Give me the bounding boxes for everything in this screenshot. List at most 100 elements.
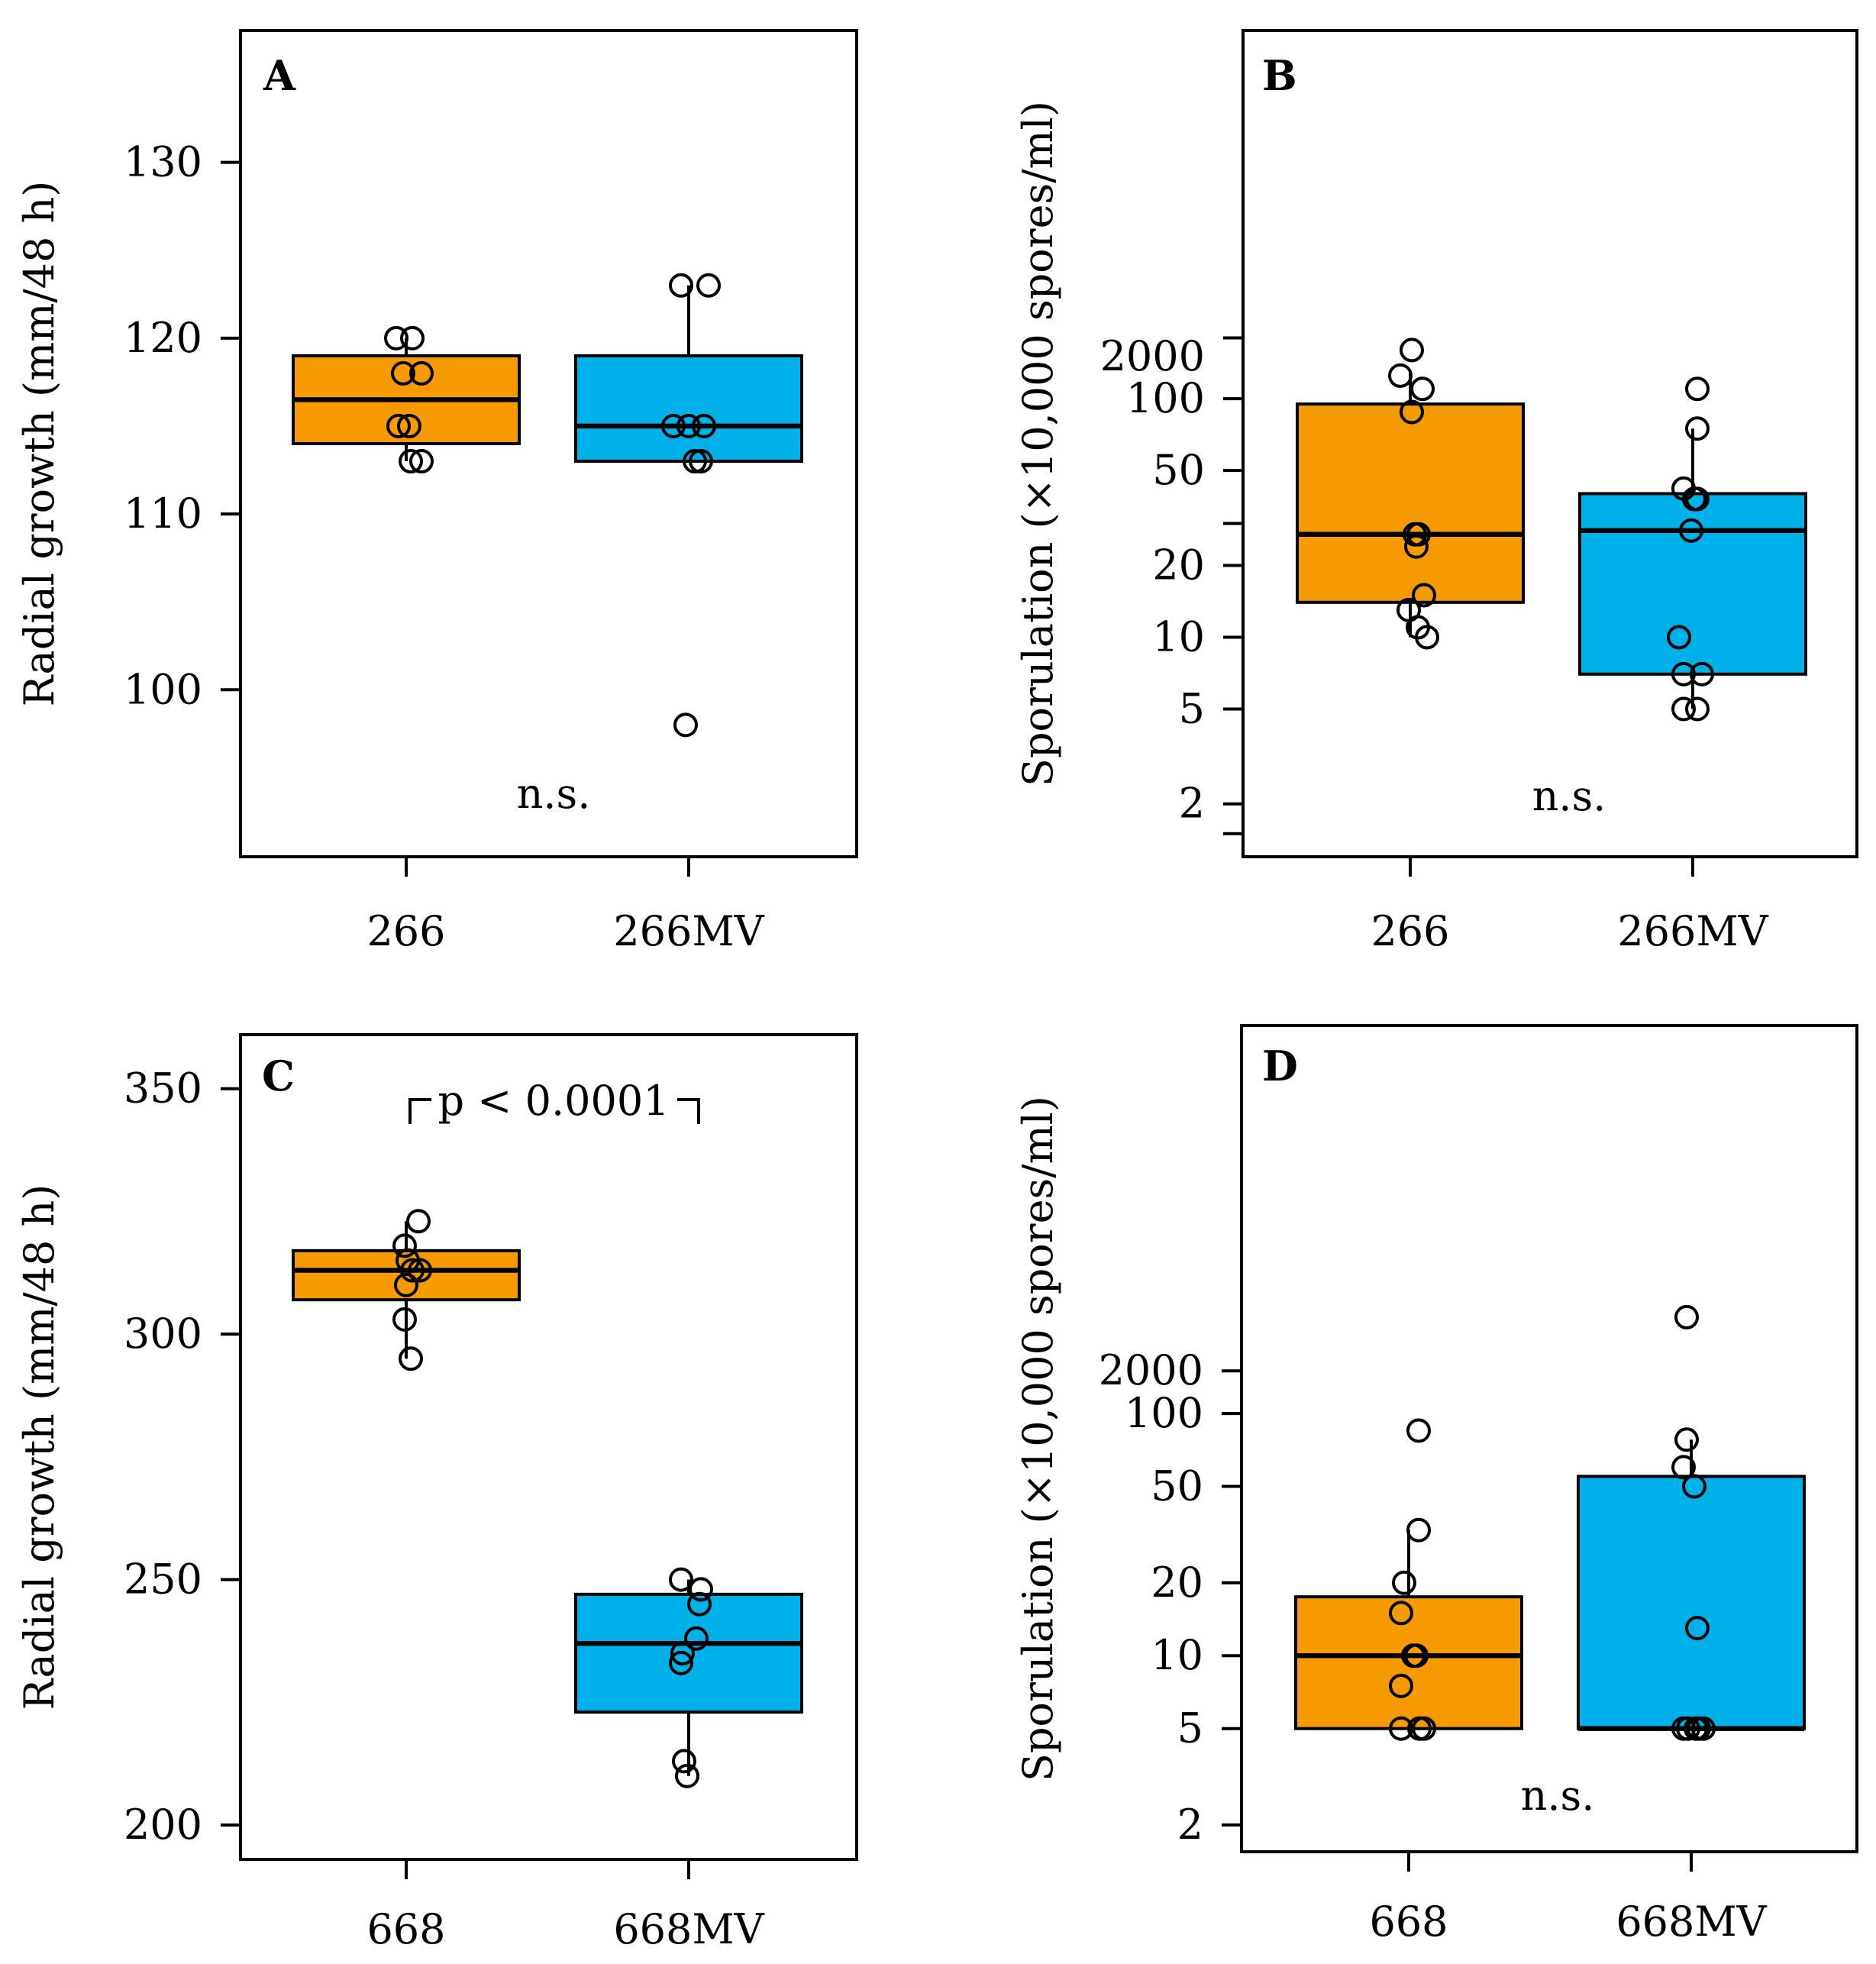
panel-b-y-axis-title: Sporulation (×10,000 spores/ml) xyxy=(1014,101,1062,787)
panel-a-group-0-point-4 xyxy=(386,413,411,438)
panel-a-group-0-point-3 xyxy=(409,360,434,386)
panel-d-group-1-point-0 xyxy=(1674,1304,1699,1329)
panel-d-group-0-point-9 xyxy=(1412,1716,1436,1741)
panel-d-group-1-point-4 xyxy=(1685,1616,1710,1641)
panel-a-frame xyxy=(239,29,858,858)
panel-a-group-0-point-1 xyxy=(400,325,425,350)
panel-d-y-axis-title: Sporulation (×10,000 spores/ml) xyxy=(1014,1096,1062,1781)
panel-b-group-0-point-2 xyxy=(1410,376,1435,402)
panel-c-group-1-point-5 xyxy=(669,1650,693,1675)
panel-d-group-1-point-9 xyxy=(1691,1716,1716,1741)
panel-a-ytick-label-3: 130 xyxy=(124,138,202,186)
panel-c-group-1-point-0 xyxy=(669,1567,693,1592)
panel-a-y-axis-title: Radial growth (mm/48 h) xyxy=(15,181,63,707)
panel-a-ytick-label-2: 120 xyxy=(124,314,202,362)
panel-c-ytick-label-0: 200 xyxy=(124,1801,202,1849)
panel-c-group-0-xtick-label: 668 xyxy=(366,1905,445,1953)
panel-a-letter: A xyxy=(263,51,296,100)
panel-b-frame xyxy=(1242,29,1858,858)
panel-a-group-1-point-2 xyxy=(661,413,686,438)
panel-b-group-0-xtick-label: 266 xyxy=(1371,907,1449,955)
panel-d-letter: D xyxy=(1262,1042,1298,1090)
panel-d-group-1-point-3 xyxy=(1682,1474,1706,1499)
panel-c-group-0-point-6 xyxy=(392,1307,417,1332)
panel-c-ytick-label-3: 350 xyxy=(124,1064,202,1113)
panel-b-ytick-label-1: 5 xyxy=(1179,684,1205,732)
panel-a: 100 110 120 130 Radial growth (mm/48 h) A 266 2… xyxy=(15,29,858,955)
panel-a-group-1-xtick-label: 266MV xyxy=(613,907,764,955)
panel-b-group-0-point-5 xyxy=(1406,522,1431,547)
panel-d-frame xyxy=(1240,1024,1858,1853)
panel-b-group-1-point-8 xyxy=(1690,661,1714,686)
panel-b-group-0-point-10 xyxy=(1415,625,1439,650)
panel-c-frame xyxy=(239,1033,858,1861)
panel-b-ytick-label-5: 100 xyxy=(1126,374,1205,422)
panel-a-group-1-point-4 xyxy=(692,413,716,438)
panel-d-group-0-point-6 xyxy=(1389,1673,1413,1698)
panel-a-group-1-point-5 xyxy=(683,449,707,474)
panel-b-group-0-box xyxy=(1296,402,1525,604)
panel-a-group-0-point-6 xyxy=(399,449,423,474)
panel-c-group-0-point-4 xyxy=(408,1258,432,1283)
panel-b-group-0-point-7 xyxy=(1412,583,1436,608)
panel-d-group-1: 668MV xyxy=(1577,1304,1806,1946)
panel-a-ytick-label-0: 100 xyxy=(124,665,202,713)
panel-b-group-1-point-9 xyxy=(1671,696,1696,722)
panel-d-group-1-box xyxy=(1577,1475,1806,1730)
panel-c-group-0-point-3 xyxy=(400,1258,425,1283)
panel-c-group-0-box xyxy=(292,1248,521,1302)
panel-d-ytick-label-1: 5 xyxy=(1177,1704,1203,1752)
panel-b-ytick-label-2: 10 xyxy=(1152,612,1205,661)
panel-b-ytick-label-3: 20 xyxy=(1152,541,1205,589)
panel-d-group-0: 668 xyxy=(1294,1418,1523,1946)
panel-d-group-0-point-2 xyxy=(1392,1570,1416,1595)
panel-c-group-0-point-0 xyxy=(406,1209,431,1234)
panel-a-group-0-point-0 xyxy=(384,325,408,350)
panel-c-group-1-xtick-label: 668MV xyxy=(613,1905,764,1953)
panel-c-group-1-point-4 xyxy=(670,1641,695,1665)
panel-c-group-0-point-7 xyxy=(399,1346,423,1371)
panel-d-group-0-point-0 xyxy=(1406,1418,1431,1443)
panel-c-group-1-point-3 xyxy=(684,1626,709,1651)
panel-a-group-0-point-2 xyxy=(391,360,415,386)
panel-c-group-1: 668MV xyxy=(574,1567,803,1953)
panel-c-group-0-point-5 xyxy=(394,1272,418,1297)
panel-b-group-0-point-0 xyxy=(1400,338,1424,363)
panel-a-group-0: 266 xyxy=(292,325,521,955)
panel-b-group-0-point-1 xyxy=(1388,363,1413,388)
panel-c-bracket-right xyxy=(677,1098,700,1124)
panel-b-group-1-point-1 xyxy=(1685,416,1710,441)
panel-b-ytick-label-4: 50 xyxy=(1152,446,1205,494)
panel-c-annotation: p < 0.0001 xyxy=(438,1077,669,1125)
panel-c-group-1-point-1 xyxy=(689,1577,713,1602)
panel-b-ytick-label-0: 2 xyxy=(1179,780,1205,828)
panel-c-group-0-point-1 xyxy=(392,1233,417,1258)
panel-c-letter: C xyxy=(262,1051,295,1100)
panel-a-ytick-label-1: 110 xyxy=(124,489,202,538)
panel-a-group-1-point-1 xyxy=(696,273,721,298)
panel-c: 200 250 300 350 Radial growth (mm/48 h) C 668 6… xyxy=(15,1033,858,1953)
panel-b-group-0-point-6 xyxy=(1404,534,1429,559)
panel-b-annotation: n.s. xyxy=(1532,772,1606,820)
panel-c-group-1-point-7 xyxy=(675,1763,699,1788)
panel-d-group-1-xtick-label: 668MV xyxy=(1616,1898,1767,1946)
panel-a-group-1-box xyxy=(574,354,803,464)
panel-b-group-1: 266MV xyxy=(1578,376,1807,955)
panel-b-group-1-point-6 xyxy=(1667,625,1691,650)
panel-b-group-0: 266 xyxy=(1296,338,1525,955)
panel-b-ytick-label-6: 2000 xyxy=(1100,332,1205,380)
panel-b-group-1-xtick-label: 266MV xyxy=(1617,907,1768,955)
panel-d-ytick-label-6: 2000 xyxy=(1099,1346,1203,1394)
panel-d-ytick-label-2: 10 xyxy=(1151,1631,1203,1679)
panel-c-ytick-label-2: 300 xyxy=(124,1310,202,1358)
panel-d-group-0-point-1 xyxy=(1406,1517,1431,1542)
panel-c-group-1-box xyxy=(574,1592,803,1714)
panel-b-group-1-point-10 xyxy=(1685,696,1710,722)
panel-b-group-1-box xyxy=(1578,492,1807,676)
panel-b-group-0-point-3 xyxy=(1400,399,1424,425)
panel-c-group-1-point-2 xyxy=(687,1591,712,1617)
panel-b-group-1-point-4 xyxy=(1685,486,1710,512)
